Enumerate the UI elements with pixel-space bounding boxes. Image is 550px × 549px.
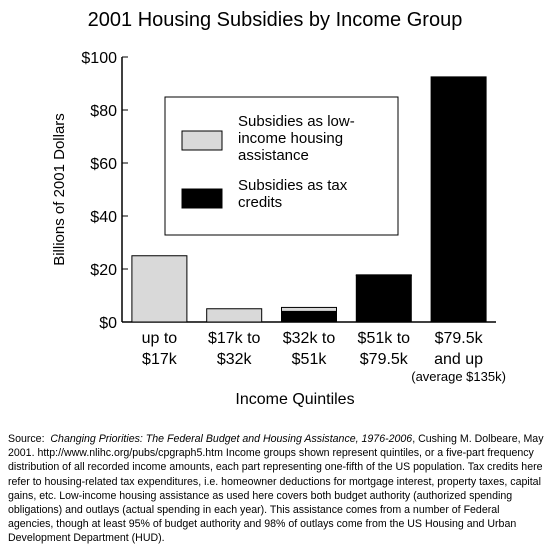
bar-segment: [430, 76, 487, 323]
y-tick-label: $0: [99, 315, 117, 332]
bar-segment: [131, 255, 188, 323]
legend-label: Subsidies as low-: [238, 113, 355, 130]
legend-swatch: [181, 130, 223, 151]
legend-label: assistance: [238, 147, 309, 164]
x-tick-label: $51k: [292, 351, 328, 368]
x-tick-label: $17k: [142, 351, 178, 368]
y-tick-label: $20: [90, 262, 117, 279]
bar-segment: [355, 274, 412, 277]
x-tick-label: $17k to: [208, 330, 261, 347]
bar-segment: [281, 306, 337, 312]
y-tick-label: $60: [90, 156, 117, 173]
source-text: , Cushing M. Dolbeare, May 2001. http://…: [8, 433, 544, 545]
legend-label: credits: [238, 194, 282, 211]
x-tick-label: $79.5k: [435, 330, 484, 347]
x-tick-label: up to: [142, 330, 178, 347]
source-label: Source:: [8, 433, 45, 445]
x-tick-label: $32k to: [283, 330, 336, 347]
x-tick-label: and up: [434, 351, 483, 368]
legend-label: income housing: [238, 130, 343, 147]
source-title: Changing Priorities: The Federal Budget …: [50, 433, 413, 445]
chart-title: 2001 Housing Subsidies by Income Group: [88, 9, 463, 31]
x-tick-label: $32k: [217, 351, 253, 368]
y-tick-label: $80: [90, 103, 117, 120]
x-tick-note: (average $135k): [411, 369, 506, 384]
y-tick-label: $40: [90, 209, 117, 226]
bar-segment: [206, 308, 263, 323]
y-axis-label: Billions of 2001 Dollars: [51, 113, 68, 266]
legend-label: Subsidies as tax: [238, 177, 348, 194]
bar-segment: [281, 310, 337, 323]
y-tick-label: $100: [81, 50, 117, 67]
chart: 2001 Housing Subsidies by Income Group Bi…: [51, 9, 506, 408]
legend-swatch: [181, 188, 223, 209]
x-axis-label: Income Quintiles: [235, 391, 354, 408]
legend-box: [164, 96, 399, 236]
bar-segment: [355, 275, 412, 323]
x-tick-label: $51k to: [358, 330, 411, 347]
source-note: Source: Changing Priorities: The Federal…: [8, 432, 546, 546]
x-tick-label: $79.5k: [360, 351, 409, 368]
